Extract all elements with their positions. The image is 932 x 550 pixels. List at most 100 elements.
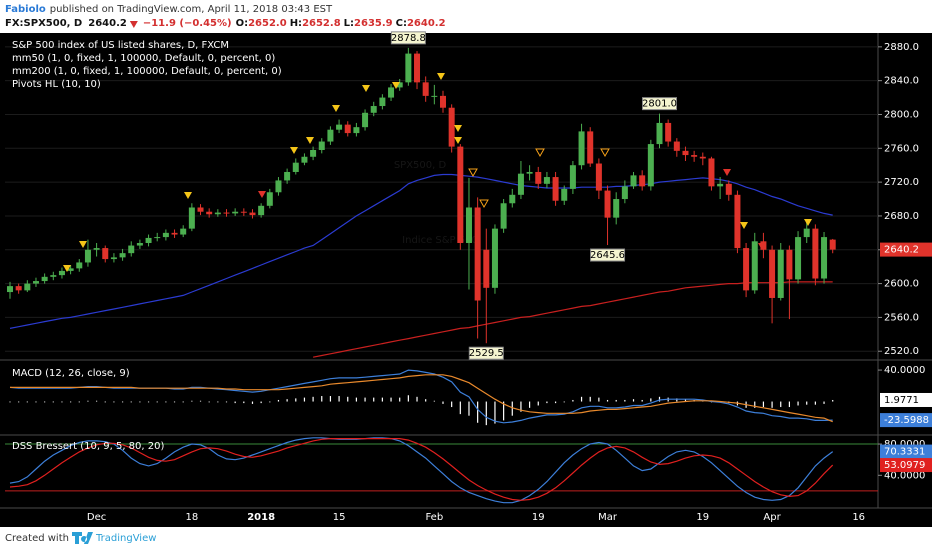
y-tick-label: 2680.0	[884, 211, 919, 222]
author-link[interactable]: Fabiolo	[5, 4, 46, 15]
histogram-bar	[771, 401, 773, 408]
footer-brand[interactable]: TradingView	[95, 533, 156, 544]
histogram-bar	[433, 400, 435, 402]
y-tick-label: 2880.0	[884, 42, 919, 53]
candle-body	[821, 237, 828, 279]
panel-title: MACD (12, 26, close, 9)	[12, 368, 130, 379]
histogram-bar	[537, 401, 539, 406]
histogram-bar	[18, 401, 20, 403]
candle-body	[708, 158, 715, 187]
candle-body	[613, 199, 620, 218]
histogram-bar	[9, 401, 11, 403]
histogram-bar	[520, 401, 522, 412]
x-tick-label: Dec	[87, 512, 106, 523]
y-tick-label: 2600.0	[884, 279, 919, 290]
signal-marker	[454, 137, 462, 144]
candle-body	[587, 131, 594, 164]
histogram-bar	[477, 401, 479, 423]
candle-body	[223, 212, 230, 214]
histogram-bar	[485, 401, 487, 426]
y-tick-label: 80.0000	[884, 439, 925, 450]
histogram-bar	[277, 399, 280, 402]
candle-body	[76, 262, 83, 269]
candle-body	[58, 270, 65, 276]
histogram-bar	[806, 401, 808, 405]
histogram-bar	[26, 401, 28, 403]
candle-body	[474, 207, 481, 301]
candle-body	[431, 95, 438, 97]
symbol: FX:SPX500, D	[5, 18, 82, 29]
pivot-label-box	[390, 31, 426, 45]
histogram-bar	[676, 398, 678, 402]
candle-body	[630, 175, 637, 187]
candle-body	[769, 249, 776, 298]
histogram-bar	[139, 401, 141, 403]
histogram-bar	[624, 399, 626, 402]
histogram-bar	[269, 401, 271, 403]
candle-body	[699, 156, 706, 159]
ohlc-value: 2652.8	[302, 18, 341, 29]
histogram-bar	[554, 401, 557, 404]
candle-body	[162, 232, 169, 238]
x-tick-label: 15	[333, 512, 346, 523]
value-tag: 70.3331	[884, 447, 925, 458]
candle-body	[110, 257, 117, 260]
candle-body	[67, 268, 74, 271]
histogram-bar	[182, 401, 184, 403]
y-tick-label: 2800.0	[884, 109, 919, 120]
histogram-bar	[355, 397, 357, 402]
histogram-bar	[104, 401, 106, 403]
histogram-bar	[35, 401, 37, 403]
signal-marker	[468, 168, 478, 178]
pivot-label: 2878.8	[391, 33, 426, 44]
publish-info: published on TradingView.com, April 11, …	[50, 4, 333, 15]
histogram-bar	[814, 401, 816, 405]
pivot-label: 2529.5	[469, 348, 504, 359]
candle-body	[483, 249, 490, 288]
candle-body	[639, 175, 646, 187]
candle-body	[682, 150, 689, 156]
candle-body	[656, 122, 663, 145]
histogram-bar	[87, 400, 89, 402]
histogram-bar	[546, 401, 548, 404]
candle-body	[517, 173, 524, 195]
candle-body	[154, 237, 161, 239]
histogram-bar	[113, 401, 115, 403]
signal-marker	[454, 125, 462, 132]
y-tick-label: 2560.0	[884, 312, 919, 323]
candle-body	[24, 283, 31, 291]
candle-body	[569, 165, 576, 189]
candle-body	[777, 249, 784, 298]
histogram-bar	[199, 400, 202, 402]
signal-marker	[306, 137, 314, 144]
histogram-bar	[61, 401, 63, 403]
candle-body	[465, 207, 472, 244]
histogram-bar	[754, 401, 756, 408]
histogram-bar	[130, 401, 132, 403]
value-tag: 1.9771	[884, 395, 919, 406]
price-tag: 2640.2	[884, 245, 919, 256]
signal-marker	[600, 148, 610, 158]
x-tick-label: 19	[696, 512, 709, 523]
ohlc-key: C:	[396, 18, 407, 29]
header-line: Fabiolo published on TradingView.com, Apr…	[5, 4, 333, 15]
histogram-bar	[658, 396, 661, 402]
candle-body	[795, 237, 802, 280]
ohlc-value: 2635.9	[354, 18, 393, 29]
candle-body	[405, 53, 412, 83]
ohlc-key: O:	[236, 18, 249, 29]
histogram-bar	[173, 401, 176, 403]
pivot-label-box	[468, 346, 504, 360]
histogram-bar	[580, 396, 583, 402]
candle-body	[301, 156, 308, 163]
histogram-bar	[390, 397, 392, 402]
candle-body	[362, 112, 369, 128]
candle-body	[136, 243, 143, 246]
candle-body	[500, 203, 507, 229]
histogram-bar	[589, 396, 591, 402]
x-tick-label: 16	[852, 512, 865, 523]
histogram-bar	[225, 401, 228, 403]
signal-marker	[723, 169, 731, 176]
